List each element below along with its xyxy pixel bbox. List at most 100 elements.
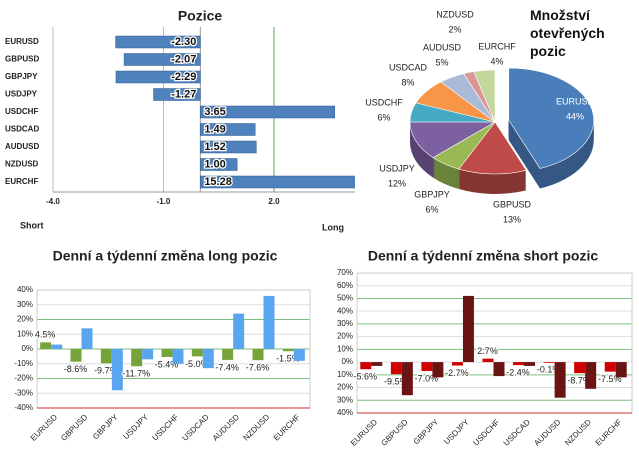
bar	[513, 362, 525, 366]
pie-title: Množství otevřených pozic	[530, 7, 605, 59]
bar	[161, 349, 173, 357]
y-tick-label: 0%	[21, 344, 33, 353]
x-tick-label: GBPJPY	[91, 412, 120, 441]
y-tick-label: 70%	[337, 268, 353, 277]
x-tick-label: -4.0	[46, 197, 60, 206]
bar	[191, 349, 203, 357]
y-tick-label: 30%	[17, 300, 33, 309]
bar	[401, 362, 413, 396]
bar	[131, 349, 143, 367]
bar	[200, 158, 238, 171]
value-label: 2.7%	[477, 346, 498, 356]
category-label: USDCAD	[5, 125, 39, 134]
slice-value: 13%	[503, 214, 521, 224]
bar	[462, 295, 474, 363]
value-label: -2.07	[171, 53, 196, 65]
slice-label: USDJPY	[379, 163, 415, 173]
value-label: -8.6%	[64, 364, 88, 374]
slice	[458, 121, 527, 175]
x-tick-label: -1.0	[157, 197, 171, 206]
y-tick-label: 30%	[337, 395, 353, 404]
bar	[111, 349, 123, 391]
y-tick-label: 60%	[337, 281, 353, 290]
slice	[409, 121, 497, 158]
category-label: EURUSD	[5, 37, 39, 46]
bar	[252, 349, 264, 361]
bar	[371, 362, 383, 366]
y-tick-label: 20%	[337, 383, 353, 392]
bar	[390, 362, 402, 375]
x-tick-label: USDJPY	[442, 417, 471, 446]
bar	[293, 349, 305, 361]
y-tick-label: 20%	[337, 332, 353, 341]
y-tick-label: 30%	[337, 319, 353, 328]
bar	[543, 362, 555, 363]
y-tick-label: 20%	[17, 315, 33, 324]
bar	[524, 362, 536, 366]
bar	[81, 328, 93, 349]
value-label: 15.28	[204, 176, 232, 188]
axis-label: Long	[322, 222, 344, 232]
x-tick-label: NZDUSD	[563, 417, 593, 447]
bar	[615, 362, 627, 378]
bar	[482, 358, 494, 363]
category-label: NZDUSD	[5, 160, 39, 169]
category-label: EURCHF	[5, 177, 38, 186]
chart-title: Pozice	[178, 8, 223, 24]
value-label: -7.6%	[246, 363, 270, 373]
category-label: GBPJPY	[5, 72, 38, 81]
bar	[172, 349, 184, 364]
slice-value: 8%	[401, 77, 414, 87]
bar	[200, 175, 355, 189]
x-tick-label: GBPJPY	[412, 417, 441, 446]
bar	[200, 105, 335, 119]
slice	[508, 67, 595, 169]
slice-value: 6%	[425, 204, 438, 214]
bar	[604, 362, 616, 372]
bar	[451, 362, 463, 366]
bar	[493, 362, 505, 377]
y-tick-label: -40%	[14, 403, 33, 412]
category-label: USDCHF	[5, 107, 38, 116]
y-tick-label: -10%	[14, 359, 33, 368]
slice-label: USDCAD	[389, 62, 428, 72]
slice-value: 44%	[566, 111, 584, 121]
axis-label: Short	[20, 220, 44, 230]
x-tick-label: EURCHF	[272, 412, 302, 442]
bar	[263, 295, 275, 349]
x-tick-label: GBPUSD	[59, 412, 89, 442]
slice-value: 6%	[377, 112, 390, 122]
bar	[421, 362, 433, 371]
value-label: -5.6%	[354, 372, 378, 382]
category-label: USDJPY	[5, 90, 38, 99]
bar	[115, 35, 201, 49]
y-tick-label: 50%	[337, 294, 353, 303]
bar	[282, 349, 294, 352]
x-tick-label: USDJPY	[121, 412, 150, 441]
bar	[202, 349, 214, 369]
bar	[200, 140, 257, 154]
value-label: 1.52	[204, 141, 225, 153]
value-label: 1.49	[204, 123, 225, 135]
y-tick-label: 0%	[341, 357, 353, 366]
bar	[142, 349, 154, 360]
y-tick-label: 40%	[337, 306, 353, 315]
value-label: 3.65	[204, 106, 225, 118]
x-tick-label: NZDUSD	[241, 412, 271, 442]
x-tick-label: USDCHF	[471, 417, 501, 447]
category-label: AUDUSD	[5, 142, 39, 151]
bar	[360, 362, 372, 370]
x-tick-label: 2.0	[268, 197, 280, 206]
chart-title: Denní a týdenní změna short pozic	[368, 248, 598, 264]
value-label: 1.00	[204, 158, 225, 170]
x-tick-label: USDCAD	[180, 412, 210, 442]
slice-value: 2%	[448, 24, 461, 34]
y-tick-label: -20%	[14, 374, 33, 383]
bar	[51, 344, 63, 349]
slice-label: EURCHF	[478, 41, 516, 51]
slice-label: NZDUSD	[436, 9, 474, 19]
value-label: -2.7%	[445, 368, 469, 378]
bars	[115, 35, 355, 189]
value-label: -7.4%	[215, 362, 239, 372]
